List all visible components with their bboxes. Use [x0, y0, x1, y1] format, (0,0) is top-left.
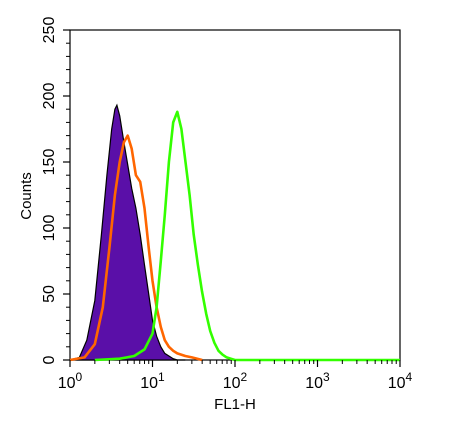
- y-axis-title: Counts: [18, 172, 35, 220]
- x-tick-label: 103: [305, 370, 330, 392]
- x-axis-title: FL1-H: [214, 396, 256, 413]
- y-tick-label: 250: [41, 17, 58, 44]
- series-2-line: [94, 110, 400, 362]
- ticks-layer: 0 50 100 150 200 250 100 101 102 103 104: [41, 17, 413, 392]
- y-tick-label: 150: [41, 149, 58, 176]
- y-tick-label: 0: [41, 355, 58, 364]
- labels-layer: FL1-H Counts: [18, 172, 256, 413]
- x-tick-label: 100: [58, 370, 83, 392]
- x-tick-label: 102: [223, 370, 248, 392]
- x-tick-label: 101: [140, 370, 165, 392]
- series-layer: [69, 103, 400, 362]
- y-tick-label: 50: [41, 285, 58, 303]
- y-tick-label: 100: [41, 215, 58, 242]
- x-tick-label: 104: [388, 370, 413, 392]
- y-tick-label: 200: [41, 83, 58, 110]
- series-0-area: [69, 103, 186, 361]
- series-1-line: [69, 134, 203, 362]
